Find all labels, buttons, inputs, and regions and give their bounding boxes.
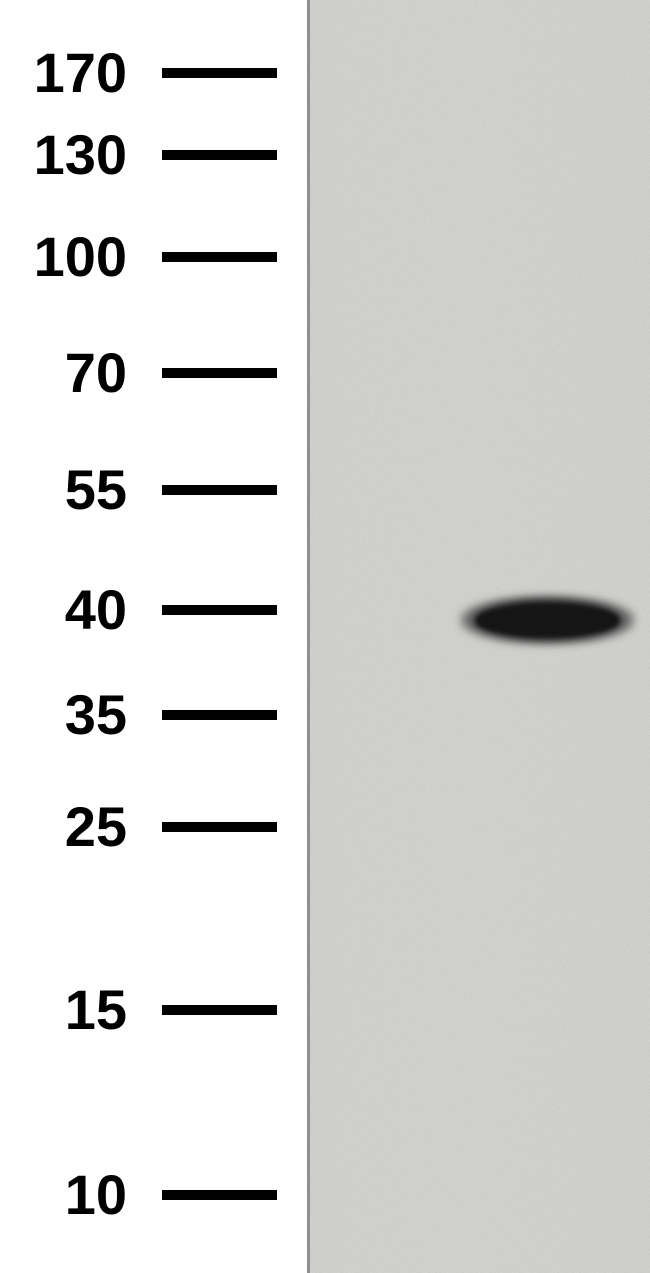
mw-marker-35: 35 xyxy=(32,682,277,747)
mw-marker-label: 170 xyxy=(32,40,127,105)
mw-marker-tick xyxy=(162,150,277,160)
mw-marker-tick xyxy=(162,822,277,832)
mw-marker-label: 15 xyxy=(32,977,127,1042)
mw-marker-tick xyxy=(162,605,277,615)
mw-marker-15: 15 xyxy=(32,977,277,1042)
mw-marker-25: 25 xyxy=(32,794,277,859)
mw-marker-40: 40 xyxy=(32,577,277,642)
mw-marker-label: 70 xyxy=(32,340,127,405)
mw-marker-label: 40 xyxy=(32,577,127,642)
mw-marker-label: 100 xyxy=(32,224,127,289)
mw-marker-tick xyxy=(162,710,277,720)
mw-marker-10: 10 xyxy=(32,1162,277,1227)
mw-marker-tick xyxy=(162,485,277,495)
protein-band-core xyxy=(476,605,620,636)
mw-marker-tick xyxy=(162,1005,277,1015)
mw-marker-170: 170 xyxy=(32,40,277,105)
mw-marker-label: 35 xyxy=(32,682,127,747)
mw-marker-tick xyxy=(162,1190,277,1200)
western-blot-figure: 170 130 100 70 55 40 35 25 15 10 xyxy=(0,0,650,1273)
mw-marker-tick xyxy=(162,68,277,78)
mw-marker-label: 55 xyxy=(32,457,127,522)
mw-marker-55: 55 xyxy=(32,457,277,522)
mw-marker-130: 130 xyxy=(32,122,277,187)
mw-marker-label: 25 xyxy=(32,794,127,859)
mw-marker-label: 10 xyxy=(32,1162,127,1227)
mw-marker-70: 70 xyxy=(32,340,277,405)
mw-marker-tick xyxy=(162,252,277,262)
mw-marker-label: 130 xyxy=(32,122,127,187)
mw-marker-tick xyxy=(162,368,277,378)
mw-marker-100: 100 xyxy=(32,224,277,289)
molecular-weight-ladder: 170 130 100 70 55 40 35 25 15 10 xyxy=(0,0,307,1273)
